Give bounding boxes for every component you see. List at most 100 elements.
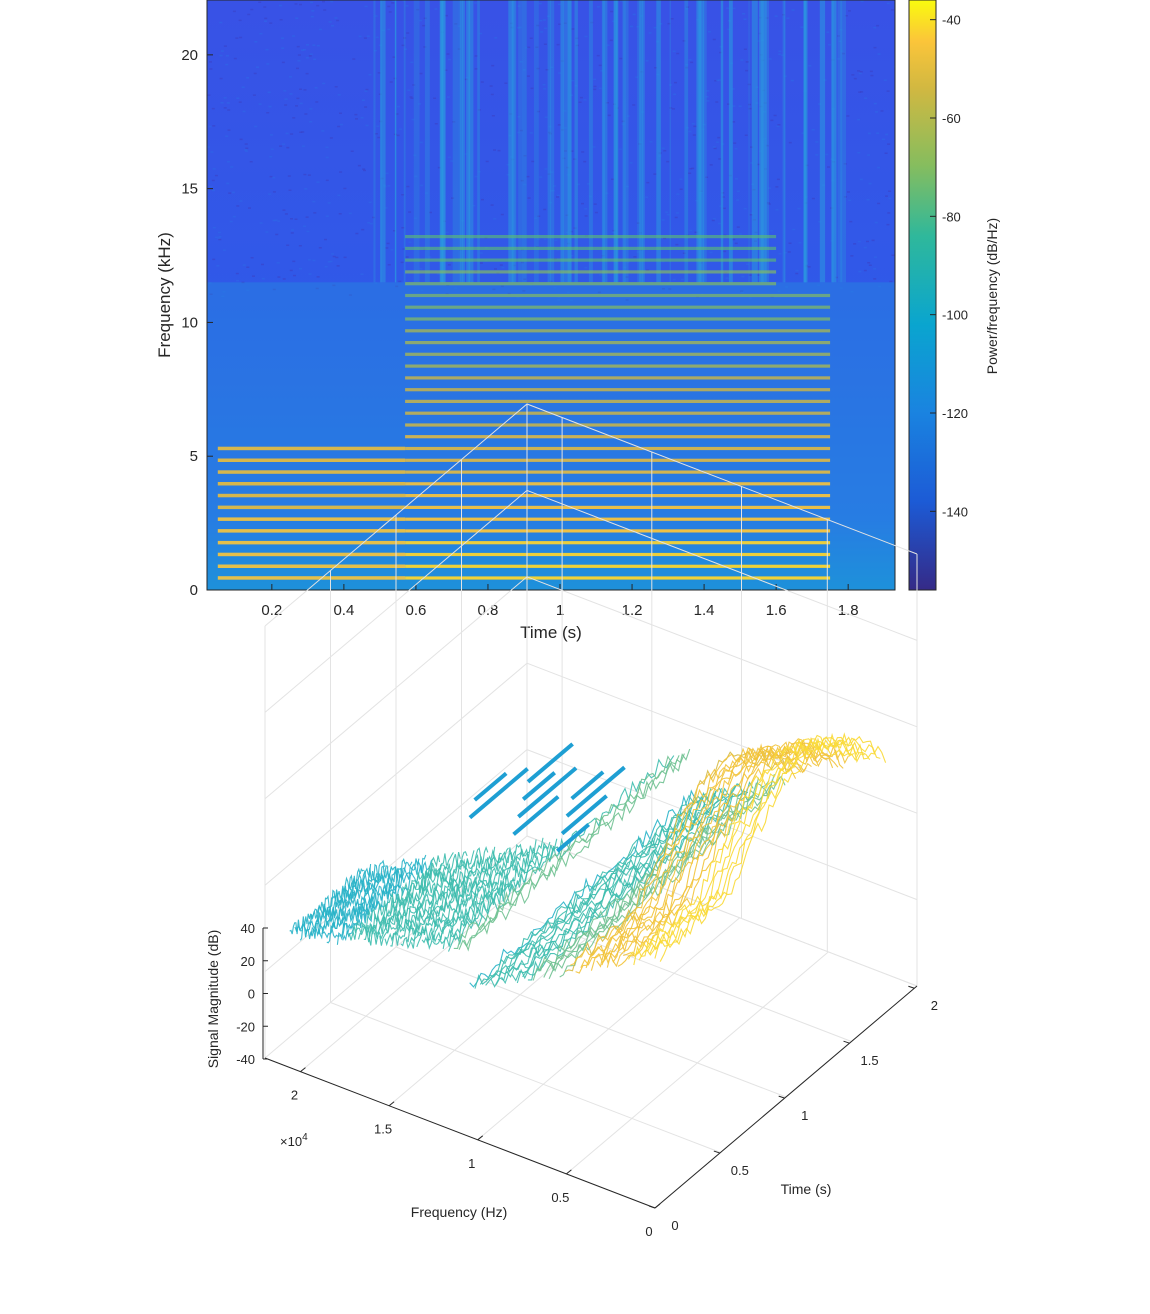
noise-speckle	[869, 70, 873, 73]
noise-speckle	[885, 133, 889, 136]
noise-speckle	[765, 144, 769, 147]
transient-streak	[761, 0, 767, 283]
noise-speckle	[517, 5, 521, 7]
noise-speckle	[265, 231, 269, 233]
x-tick-label: 1.5	[374, 1122, 392, 1137]
noise-speckle	[800, 26, 804, 28]
noise-speckle	[241, 86, 245, 88]
noise-speckle	[212, 189, 215, 192]
noise-speckle	[522, 69, 526, 71]
noise-speckle	[464, 78, 468, 81]
noise-speckle	[408, 211, 412, 213]
noise-speckle	[550, 66, 554, 69]
noise-speckle	[887, 143, 891, 145]
noise-speckle	[785, 286, 789, 288]
noise-speckle	[272, 219, 276, 222]
noise-speckle	[299, 3, 302, 6]
noise-speckle	[739, 233, 742, 235]
noise-speckle	[325, 156, 329, 159]
noise-speckle	[712, 38, 716, 41]
colorbar-tick-label: -120	[942, 406, 968, 421]
noise-speckle	[387, 5, 391, 8]
noise-speckle	[706, 90, 710, 92]
noise-speckle	[876, 24, 880, 27]
harmonic-line	[405, 458, 831, 462]
noise-speckle	[328, 21, 332, 23]
noise-speckle	[313, 58, 317, 61]
noise-speckle	[401, 227, 405, 229]
noise-speckle	[398, 280, 402, 283]
transient-streak	[588, 0, 593, 283]
noise-speckle	[763, 138, 767, 140]
noise-speckle	[207, 94, 211, 96]
noise-speckle	[680, 278, 684, 281]
noise-speckle	[340, 123, 343, 126]
noise-speckle	[318, 247, 322, 249]
harmonic-line	[405, 341, 831, 345]
noise-speckle	[838, 40, 842, 43]
noise-speckle	[689, 168, 693, 170]
y-tick-mark	[908, 985, 915, 989]
transient-streak	[766, 0, 769, 283]
noise-speckle	[782, 14, 786, 16]
noise-speckle	[325, 179, 329, 182]
noise-speckle	[232, 10, 236, 13]
noise-speckle	[447, 156, 451, 158]
noise-speckle	[778, 50, 782, 53]
transient-streak	[468, 0, 474, 283]
noise-speckle	[566, 231, 569, 234]
noise-speckle	[807, 266, 811, 268]
surface3d-z-label: Signal Magnitude (dB)	[205, 930, 221, 1069]
noise-speckle	[873, 46, 877, 49]
harmonic-line	[405, 305, 831, 309]
noise-speckle	[282, 278, 286, 280]
noise-speckle	[400, 261, 404, 264]
noise-speckle	[474, 175, 478, 178]
noise-speckle	[233, 57, 237, 60]
noise-speckle	[874, 256, 877, 258]
noise-speckle	[858, 91, 862, 93]
noise-speckle	[245, 147, 249, 149]
noise-speckle	[419, 268, 423, 270]
surface-ridge	[654, 737, 881, 959]
noise-speckle	[811, 197, 815, 200]
noise-speckle	[321, 130, 325, 132]
harmonic-line	[405, 529, 831, 533]
noise-speckle	[477, 170, 481, 173]
transient-streak	[413, 0, 420, 283]
transient-streak	[508, 0, 514, 283]
noise-speckle	[563, 110, 567, 112]
noise-speckle	[437, 273, 441, 275]
noise-speckle	[679, 188, 683, 190]
noise-speckle	[868, 264, 872, 266]
noise-speckle	[250, 257, 254, 259]
noise-speckle	[635, 76, 639, 78]
noise-speckle	[227, 109, 231, 111]
noise-speckle	[733, 142, 737, 144]
harmonic-line	[405, 376, 831, 380]
surface3d-x-exponent: ×104	[280, 1132, 308, 1149]
transient-streak	[381, 0, 383, 283]
noise-speckle	[525, 47, 529, 49]
noise-speckle	[886, 90, 890, 92]
noise-speckle	[563, 22, 567, 24]
noise-speckle	[756, 274, 760, 276]
surface-ridge	[395, 848, 502, 946]
harmonic-line	[217, 552, 406, 557]
noise-speckle	[886, 2, 890, 5]
noise-speckle	[329, 137, 333, 139]
noise-speckle	[777, 290, 781, 292]
noise-speckle	[772, 272, 776, 275]
noise-speckle	[368, 201, 372, 204]
noise-speckle	[395, 285, 399, 288]
noise-speckle	[309, 121, 313, 123]
noise-speckle	[866, 240, 869, 243]
noise-speckle	[839, 29, 843, 31]
noise-speckle	[445, 231, 449, 233]
noise-speckle	[211, 107, 215, 110]
noise-speckle	[688, 172, 692, 174]
noise-speckle	[588, 195, 592, 198]
noise-speckle	[544, 168, 548, 170]
noise-speckle	[797, 207, 801, 210]
noise-speckle	[759, 105, 763, 108]
